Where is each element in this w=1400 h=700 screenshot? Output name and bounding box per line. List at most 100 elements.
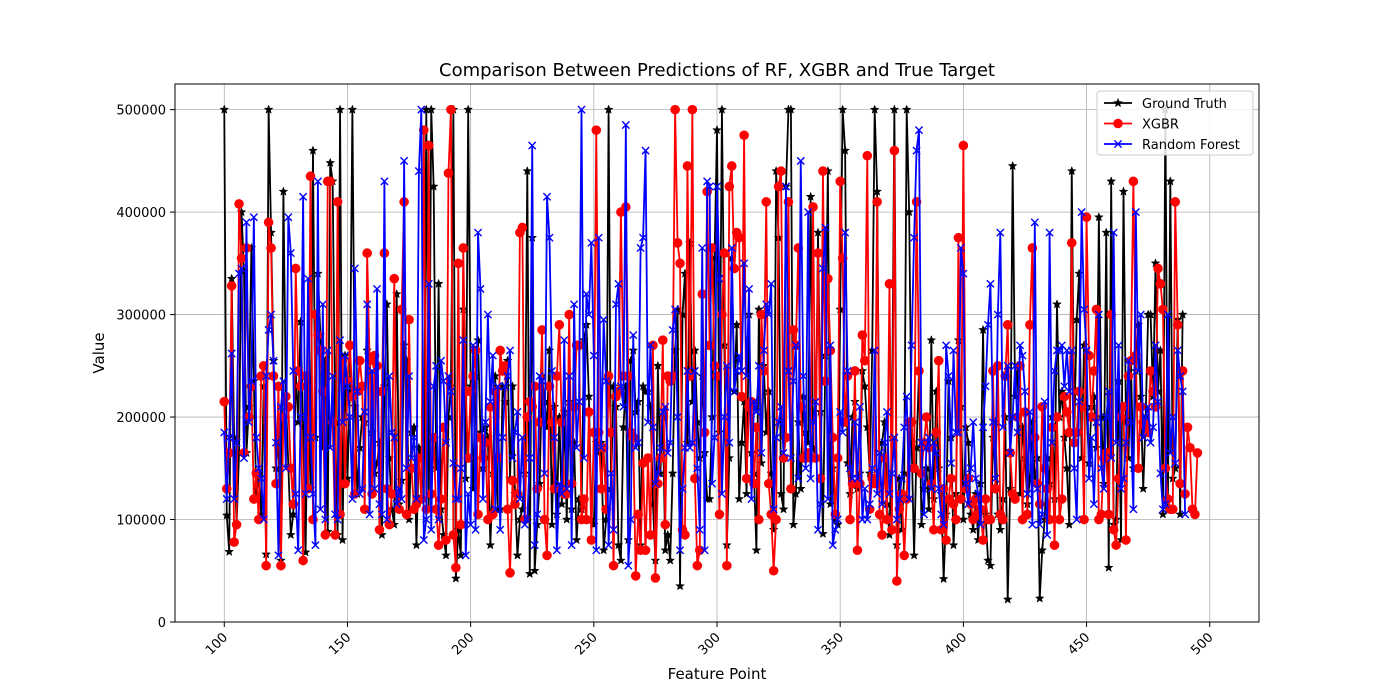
data-point [303,274,313,283]
data-point [355,489,364,498]
data-point [525,453,534,463]
data-point [757,448,766,458]
data-point [670,104,680,115]
data-point [394,504,404,515]
data-point [887,524,897,535]
data-point [845,514,855,525]
data-point [488,509,498,520]
data-point [503,371,512,381]
data-point [1119,474,1128,483]
data-point [936,524,946,535]
data-point [735,351,744,360]
data-point [254,464,263,473]
data-point [1023,489,1032,498]
data-point [615,555,626,565]
data-point [599,315,608,324]
data-point [542,192,552,201]
data-point [754,361,763,370]
data-point [875,448,884,458]
data-point [582,289,591,299]
data-point [385,371,394,381]
data-point [804,208,813,217]
data-point [942,341,951,350]
data-point [508,453,517,463]
data-point [771,514,781,525]
data-point [786,453,796,463]
data-point [704,493,715,504]
data-point [752,407,761,417]
data-point [818,166,828,176]
data-point [971,474,980,483]
data-point [370,484,379,493]
data-point [353,387,362,396]
data-point [813,248,823,258]
data-point [978,535,988,545]
data-point [597,443,606,452]
data-point [855,402,864,411]
data-point [318,300,327,309]
data-point [616,382,626,391]
data-point [602,377,611,386]
data-point [707,243,717,253]
data-point [247,377,256,386]
data-point [596,483,607,494]
data-point [441,438,451,447]
data-point [739,130,749,141]
data-point [389,273,400,284]
data-point [868,464,877,473]
data-point [661,402,670,411]
data-point [483,310,492,319]
data-point [572,443,581,452]
data-point [747,494,756,504]
data-point [1030,432,1040,443]
data-point [301,489,310,498]
data-point [308,489,318,498]
data-point [638,381,649,391]
data-point [221,510,232,520]
data-point [1043,530,1052,539]
data-point [1091,304,1102,315]
data-point [539,514,550,525]
data-point [877,500,887,509]
data-point [981,382,990,391]
data-point [909,463,919,474]
data-point [927,484,936,493]
data-point [1061,463,1072,473]
data-point [870,346,879,355]
data-point [224,546,235,557]
data-point [1101,227,1112,237]
data-point [873,489,882,498]
data-point [784,366,793,376]
data-point [882,407,892,417]
data-point [1145,309,1156,319]
data-point [818,264,828,273]
data-point [345,412,355,422]
data-point [257,474,266,483]
y-tick-label: 0 [158,616,166,631]
data-point [453,258,464,269]
data-point [1102,412,1111,422]
data-point [316,505,325,514]
data-point [799,371,808,381]
data-point [278,186,289,196]
data-point [874,509,885,520]
data-point [1072,515,1081,524]
data-point [653,469,662,478]
data-point [463,104,474,114]
data-point [1118,186,1129,196]
data-point [968,524,979,534]
legend-marker [1113,97,1123,108]
data-point [975,478,986,488]
data-point [1082,346,1091,355]
data-point [219,396,230,407]
data-point [685,443,694,452]
data-point [433,278,444,289]
data-point [742,371,751,381]
data-point [762,300,771,309]
data-point [959,269,968,278]
data-point [455,519,466,530]
data-point [951,514,961,525]
data-point [1030,218,1039,227]
data-point [1167,504,1178,515]
data-point [734,232,744,243]
